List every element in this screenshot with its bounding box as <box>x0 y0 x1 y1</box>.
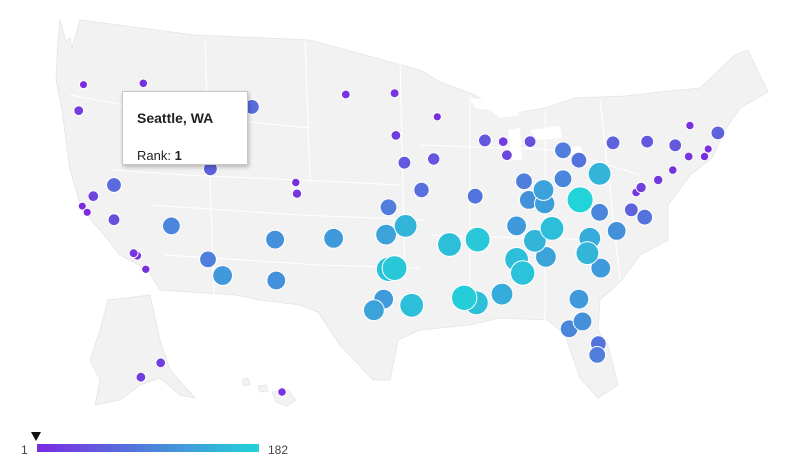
city-marker[interactable] <box>432 112 442 122</box>
city-marker[interactable] <box>501 149 513 162</box>
city-marker[interactable] <box>389 88 400 99</box>
city-marker[interactable] <box>553 169 573 189</box>
city-marker[interactable] <box>464 226 491 253</box>
city-marker[interactable] <box>106 177 122 193</box>
city-marker[interactable] <box>437 232 462 257</box>
tooltip-rank: Rank: 1 <box>137 148 182 163</box>
city-marker[interactable] <box>340 89 351 100</box>
city-marker[interactable] <box>107 213 121 227</box>
city-marker[interactable] <box>375 223 398 246</box>
city-marker[interactable] <box>590 257 612 279</box>
city-marker[interactable] <box>77 201 87 211</box>
tooltip-city-name: Seattle, WA <box>137 110 214 126</box>
city-marker[interactable] <box>73 105 85 116</box>
city-marker[interactable] <box>291 177 301 188</box>
city-marker[interactable] <box>79 80 88 90</box>
city-marker[interactable] <box>685 120 695 131</box>
city-tooltip: Seattle, WA Rank: 1 <box>122 91 248 165</box>
city-marker[interactable] <box>623 202 639 218</box>
tooltip-rank-value: 1 <box>174 148 182 163</box>
city-marker[interactable] <box>363 299 385 322</box>
legend-gradient-bar <box>37 444 259 452</box>
city-marker[interactable] <box>588 346 607 364</box>
city-marker[interactable] <box>393 214 418 238</box>
tooltip-rank-label: Rank: <box>137 148 171 163</box>
city-marker[interactable] <box>266 270 287 291</box>
city-marker[interactable] <box>575 241 600 266</box>
city-marker[interactable] <box>390 130 402 141</box>
city-marker[interactable] <box>532 179 555 201</box>
city-markers <box>73 78 726 397</box>
color-legend: 1 182 <box>0 430 320 457</box>
city-marker[interactable] <box>162 216 181 236</box>
city-marker[interactable] <box>135 371 147 383</box>
city-marker[interactable] <box>413 181 430 199</box>
city-marker[interactable] <box>703 144 713 154</box>
city-marker[interactable] <box>605 135 621 151</box>
city-marker[interactable] <box>539 216 565 241</box>
city-marker[interactable] <box>291 188 303 199</box>
city-marker[interactable] <box>212 265 234 286</box>
city-marker[interactable] <box>606 221 627 241</box>
hawaii-shape <box>241 377 297 407</box>
land-shapes <box>55 19 769 407</box>
city-marker[interactable] <box>265 229 286 250</box>
city-marker[interactable] <box>554 141 572 160</box>
city-marker[interactable] <box>451 284 478 311</box>
city-marker[interactable] <box>427 152 441 166</box>
city-marker[interactable] <box>590 202 609 222</box>
city-marker[interactable] <box>568 288 590 310</box>
city-marker[interactable] <box>138 78 149 89</box>
city-marker[interactable] <box>399 292 425 318</box>
city-marker[interactable] <box>587 161 612 186</box>
great-lakes-cutout <box>470 98 584 160</box>
city-marker[interactable] <box>710 125 726 141</box>
legend-max-label: 182 <box>268 443 289 457</box>
city-marker[interactable] <box>523 135 537 149</box>
city-marker[interactable] <box>478 133 492 148</box>
city-marker[interactable] <box>128 248 139 259</box>
city-marker[interactable] <box>506 215 527 237</box>
city-marker[interactable] <box>566 186 594 214</box>
city-marker[interactable] <box>155 357 167 369</box>
city-marker[interactable] <box>82 207 92 217</box>
city-marker[interactable] <box>397 155 412 170</box>
city-marker[interactable] <box>510 260 536 286</box>
city-marker[interactable] <box>523 228 547 253</box>
city-marker[interactable] <box>141 264 151 274</box>
contiguous-us-shape <box>55 19 769 399</box>
city-marker[interactable] <box>323 227 345 249</box>
city-marker[interactable] <box>572 311 593 332</box>
city-marker[interactable] <box>199 250 217 269</box>
city-marker[interactable] <box>87 190 100 203</box>
alaska-shape <box>89 294 197 406</box>
city-marker[interactable] <box>653 174 664 186</box>
city-marker[interactable] <box>668 165 678 175</box>
city-marker[interactable] <box>490 282 514 306</box>
city-marker[interactable] <box>381 255 408 282</box>
city-marker[interactable] <box>497 136 509 148</box>
legend-pointer-icon <box>31 432 41 441</box>
city-marker[interactable] <box>640 134 655 149</box>
city-marker[interactable] <box>466 187 484 205</box>
city-marker[interactable] <box>635 181 647 194</box>
city-marker[interactable] <box>683 151 694 162</box>
city-marker[interactable] <box>535 246 557 268</box>
city-marker[interactable] <box>636 208 654 226</box>
legend-min-label: 1 <box>21 443 28 457</box>
city-marker[interactable] <box>379 198 398 217</box>
city-marker[interactable] <box>277 387 287 397</box>
city-marker[interactable] <box>570 151 588 169</box>
city-marker[interactable] <box>515 172 533 191</box>
city-marker[interactable] <box>668 138 683 153</box>
city-marker[interactable] <box>699 151 710 162</box>
